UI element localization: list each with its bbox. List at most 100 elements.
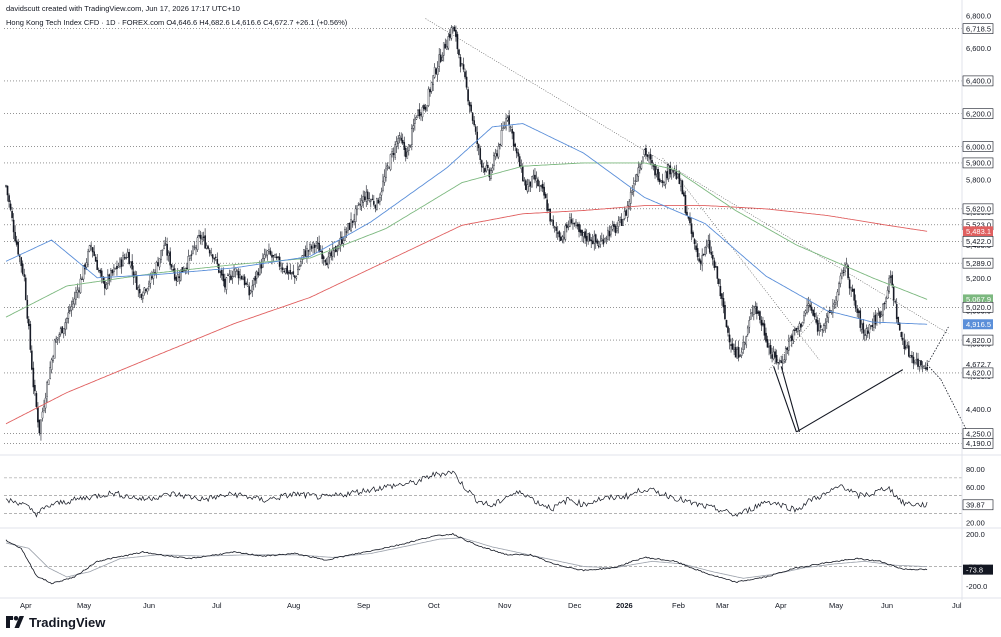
candle-body	[426, 105, 428, 112]
candle-body	[537, 179, 539, 187]
candle-body	[306, 248, 308, 257]
candle-body	[29, 323, 32, 350]
candle-body	[119, 258, 121, 267]
candle-body	[21, 263, 24, 275]
candle-body	[518, 156, 521, 167]
candle-body	[485, 165, 488, 172]
candle-body	[70, 306, 73, 311]
candle-body	[710, 251, 713, 255]
candle-body	[31, 350, 33, 370]
annotation-lines	[4, 18, 967, 444]
candle-body	[374, 205, 377, 209]
candle-body	[47, 379, 50, 386]
candle-body	[640, 163, 643, 169]
candle-body	[117, 265, 120, 268]
candle-body	[131, 260, 133, 270]
divergence-line	[773, 366, 797, 433]
candle-body	[160, 250, 162, 260]
candle-body	[217, 263, 220, 273]
candle-body	[37, 407, 39, 423]
candle-body	[281, 267, 284, 270]
candle-body	[452, 26, 454, 29]
candle-body	[879, 311, 881, 318]
candle-body	[373, 201, 375, 205]
candle-body	[211, 254, 214, 259]
candle-body	[912, 356, 915, 364]
candle-body	[769, 345, 772, 354]
candle-body	[575, 221, 577, 226]
candle-body	[176, 273, 179, 282]
candle-body	[38, 419, 41, 434]
time-tick-label: May	[77, 601, 91, 610]
candle-body	[522, 166, 524, 181]
candle-body	[280, 267, 282, 269]
candle-body	[854, 300, 857, 309]
candle-body	[123, 257, 126, 259]
candle-body	[464, 71, 466, 78]
candle-body	[64, 322, 67, 330]
candle-body	[857, 310, 860, 314]
candle-body	[376, 198, 378, 210]
candle-body	[651, 160, 653, 164]
candle-body	[497, 145, 500, 158]
candle-body	[853, 289, 855, 301]
candle-body	[549, 208, 551, 222]
candle-body	[169, 251, 171, 266]
candle-body	[303, 249, 305, 256]
candle-body	[362, 195, 365, 203]
price-level-label: 4,916.5	[966, 320, 991, 329]
candle-body	[365, 191, 368, 202]
axes: 6,800.0 6,600.0 6,400.0 6,200.0 6,000.0 5,800…	[0, 0, 1001, 610]
candle-body	[657, 169, 659, 181]
price-level-label: 5,422.0	[966, 237, 991, 246]
candle-body	[902, 337, 904, 341]
candle-body	[479, 148, 482, 160]
candle-body	[563, 236, 565, 240]
candle-body	[509, 126, 512, 128]
candle-body	[794, 329, 796, 331]
candle-body	[712, 254, 714, 260]
candle-body	[423, 104, 425, 110]
candle-body	[745, 336, 748, 346]
candle-body	[28, 319, 30, 327]
price-level-label-box	[962, 367, 994, 379]
price-tick-label: 4,400.0	[966, 405, 991, 414]
candle-body	[91, 247, 94, 253]
candle-body	[877, 312, 880, 315]
candle-body	[368, 198, 371, 201]
candle-body	[718, 278, 720, 285]
candle-body	[137, 287, 140, 291]
candle-body	[114, 268, 117, 270]
candle-body	[411, 128, 413, 145]
price-level-label: 6,000.0	[966, 142, 991, 151]
candle-body	[844, 264, 846, 271]
candle-body	[719, 285, 722, 297]
candle-body	[216, 258, 219, 265]
candle-body	[202, 236, 205, 238]
candle-body	[886, 289, 889, 299]
candle-body	[170, 264, 173, 268]
candle-body	[438, 54, 441, 68]
candle-body	[810, 306, 813, 311]
candle-body	[65, 318, 68, 324]
candle-body	[172, 269, 175, 272]
candle-body	[315, 244, 317, 247]
candle-body	[224, 278, 226, 288]
price-level-label-box	[962, 334, 994, 346]
candle-body	[560, 236, 562, 241]
candle-body	[488, 169, 491, 178]
momentum-signal-last-value: -73.8	[966, 565, 983, 574]
candle-body	[634, 180, 637, 182]
candle-body	[766, 339, 769, 348]
candle-body	[848, 279, 851, 289]
candle-body	[780, 360, 782, 364]
price-level-label-box	[962, 75, 994, 87]
candle-body	[689, 217, 691, 224]
candle-body	[210, 252, 213, 256]
candle-body	[742, 341, 744, 350]
candle-body	[277, 256, 279, 258]
candle-body	[187, 255, 190, 270]
candle-body	[356, 205, 358, 210]
candle-body	[500, 130, 503, 146]
